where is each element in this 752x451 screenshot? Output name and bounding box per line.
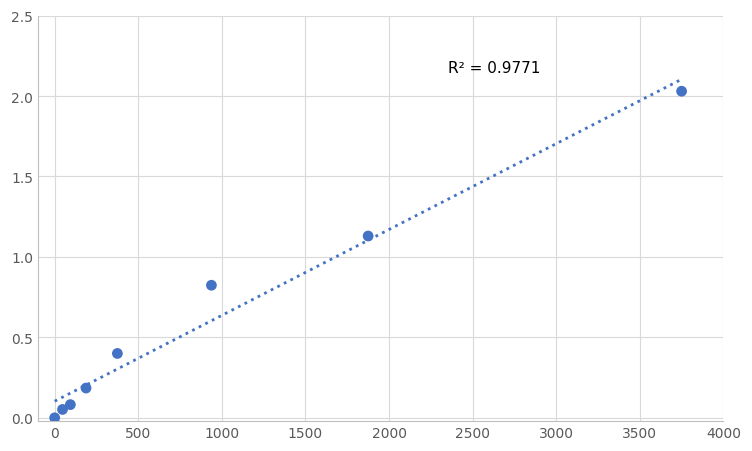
- Point: [49, 414, 61, 422]
- Point: [205, 282, 217, 289]
- Point: [56, 406, 68, 413]
- Point: [65, 401, 77, 408]
- Point: [362, 233, 374, 240]
- Point: [675, 88, 687, 96]
- Text: R² = 0.9771: R² = 0.9771: [447, 61, 540, 76]
- Point: [111, 350, 123, 357]
- Point: [80, 385, 92, 392]
